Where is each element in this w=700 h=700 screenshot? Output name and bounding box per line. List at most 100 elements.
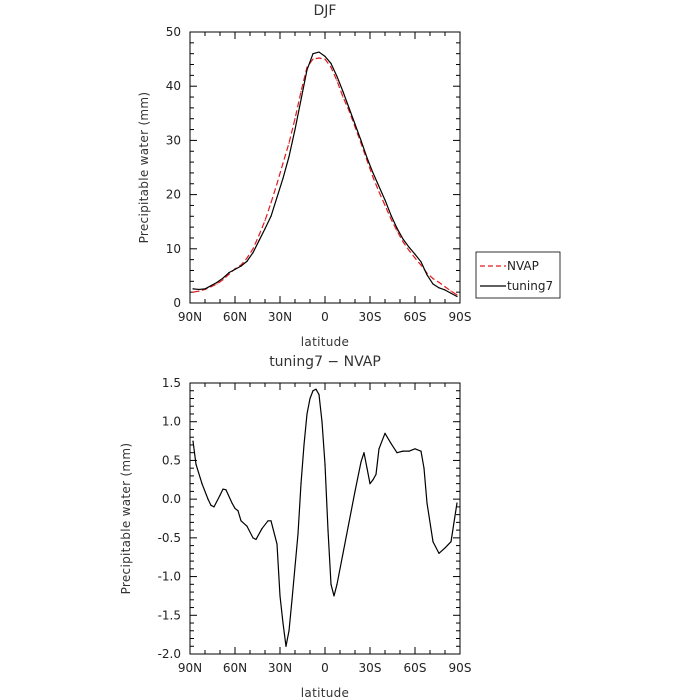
- data-point: [375, 473, 377, 475]
- data-point: [228, 272, 230, 274]
- series-line-1: [192, 388, 458, 647]
- x-tick-label: 30N: [268, 310, 292, 324]
- data-point: [318, 57, 320, 59]
- data-point: [282, 162, 284, 164]
- data-point: [420, 264, 422, 266]
- data-point: [192, 288, 194, 290]
- x-tick-label: 90S: [449, 661, 472, 675]
- data-point: [324, 55, 326, 57]
- data-point: [216, 283, 218, 285]
- data-point: [210, 504, 212, 506]
- data-point: [300, 91, 302, 93]
- data-point: [354, 123, 356, 125]
- data-point: [408, 246, 410, 248]
- data-point: [234, 268, 236, 270]
- data-point: [312, 58, 314, 60]
- data-point: [333, 595, 335, 597]
- data-point: [390, 218, 392, 220]
- series-line: [192, 57, 458, 296]
- y-tick-label: 50: [166, 25, 181, 39]
- plot-frame: [189, 31, 461, 304]
- y-tick-label: 10: [166, 242, 181, 256]
- data-point: [327, 529, 329, 531]
- data-point: [384, 199, 386, 201]
- data-point: [255, 538, 257, 541]
- data-point: [330, 66, 332, 68]
- data-point: [342, 91, 344, 93]
- data-point: [408, 450, 410, 452]
- x-tick-label: 90S: [449, 310, 472, 324]
- legend-label-NVAP: NVAP: [507, 259, 539, 273]
- y-tick-label: 0.0: [162, 492, 181, 506]
- data-point: [288, 630, 290, 632]
- y-axis-label: Precipitable water (mm): [119, 443, 133, 595]
- data-point: [252, 248, 254, 250]
- data-point: [216, 281, 218, 283]
- data-point: [438, 281, 440, 283]
- data-point: [450, 541, 452, 543]
- data-point: [225, 489, 227, 491]
- data-point: [297, 533, 299, 535]
- data-point: [432, 278, 434, 280]
- data-point: [360, 461, 362, 463]
- x-tick-label: 0: [321, 661, 329, 675]
- data-point: [222, 488, 224, 490]
- data-point: [201, 483, 203, 485]
- x-tick-label: 60S: [404, 310, 427, 324]
- chart-title: DJF: [314, 3, 337, 19]
- data-point: [294, 128, 296, 131]
- data-point: [270, 202, 272, 204]
- data-point: [312, 53, 314, 55]
- data-point: [324, 58, 326, 60]
- data-point: [390, 214, 392, 216]
- data-point: [267, 520, 269, 522]
- data-point: [438, 552, 440, 554]
- data-point: [306, 69, 308, 71]
- data-point: [330, 583, 332, 585]
- data-point: [432, 283, 434, 285]
- data-point: [204, 288, 206, 290]
- x-tick-label: 90N: [178, 661, 202, 675]
- data-point: [390, 442, 392, 444]
- y-axis-label: Precipitable water (mm): [137, 92, 151, 244]
- data-point: [414, 253, 416, 255]
- data-point: [396, 452, 398, 454]
- data-point: [366, 159, 368, 162]
- x-ticks: 90N 60N 30N 0 30S 60S 90S: [178, 32, 472, 324]
- data-point: [240, 520, 242, 522]
- data-point: [207, 498, 209, 500]
- data-point: [336, 75, 338, 78]
- x-tick-label: 30S: [359, 661, 382, 675]
- data-point: [444, 289, 446, 291]
- legend-box: [475, 251, 561, 299]
- y-tick-label: 40: [166, 79, 181, 93]
- data-point: [336, 583, 338, 585]
- data-point: [369, 483, 371, 485]
- x-tick-label: 60N: [223, 661, 247, 675]
- data-point: [276, 183, 278, 185]
- data-point: [192, 291, 194, 293]
- plot-frame: [189, 382, 461, 655]
- data-point: [360, 139, 362, 141]
- y-tick-label: 1.0: [162, 415, 181, 429]
- data-point: [318, 51, 320, 53]
- data-point: [414, 448, 416, 450]
- data-point: [348, 521, 350, 523]
- y-tick-label: 0.5: [162, 453, 181, 467]
- y-tick-label: 1.5: [162, 376, 181, 390]
- data-point: [366, 467, 368, 469]
- x-tick-label: 60N: [223, 310, 247, 324]
- data-point: [456, 295, 458, 298]
- data-point: [408, 249, 410, 252]
- data-point: [402, 450, 404, 452]
- data-point: [342, 552, 344, 554]
- data-point: [312, 390, 314, 392]
- data-point: [270, 215, 272, 217]
- data-point: [258, 240, 260, 242]
- data-point: [213, 506, 215, 508]
- data-point: [261, 527, 263, 530]
- y-ticks: -2.0 -1.5 -1.0 -0.5 0.0 0.5 1.0 1.5: [158, 376, 460, 661]
- data-point: [324, 463, 326, 465]
- data-point: [306, 413, 308, 415]
- data-point: [414, 257, 416, 259]
